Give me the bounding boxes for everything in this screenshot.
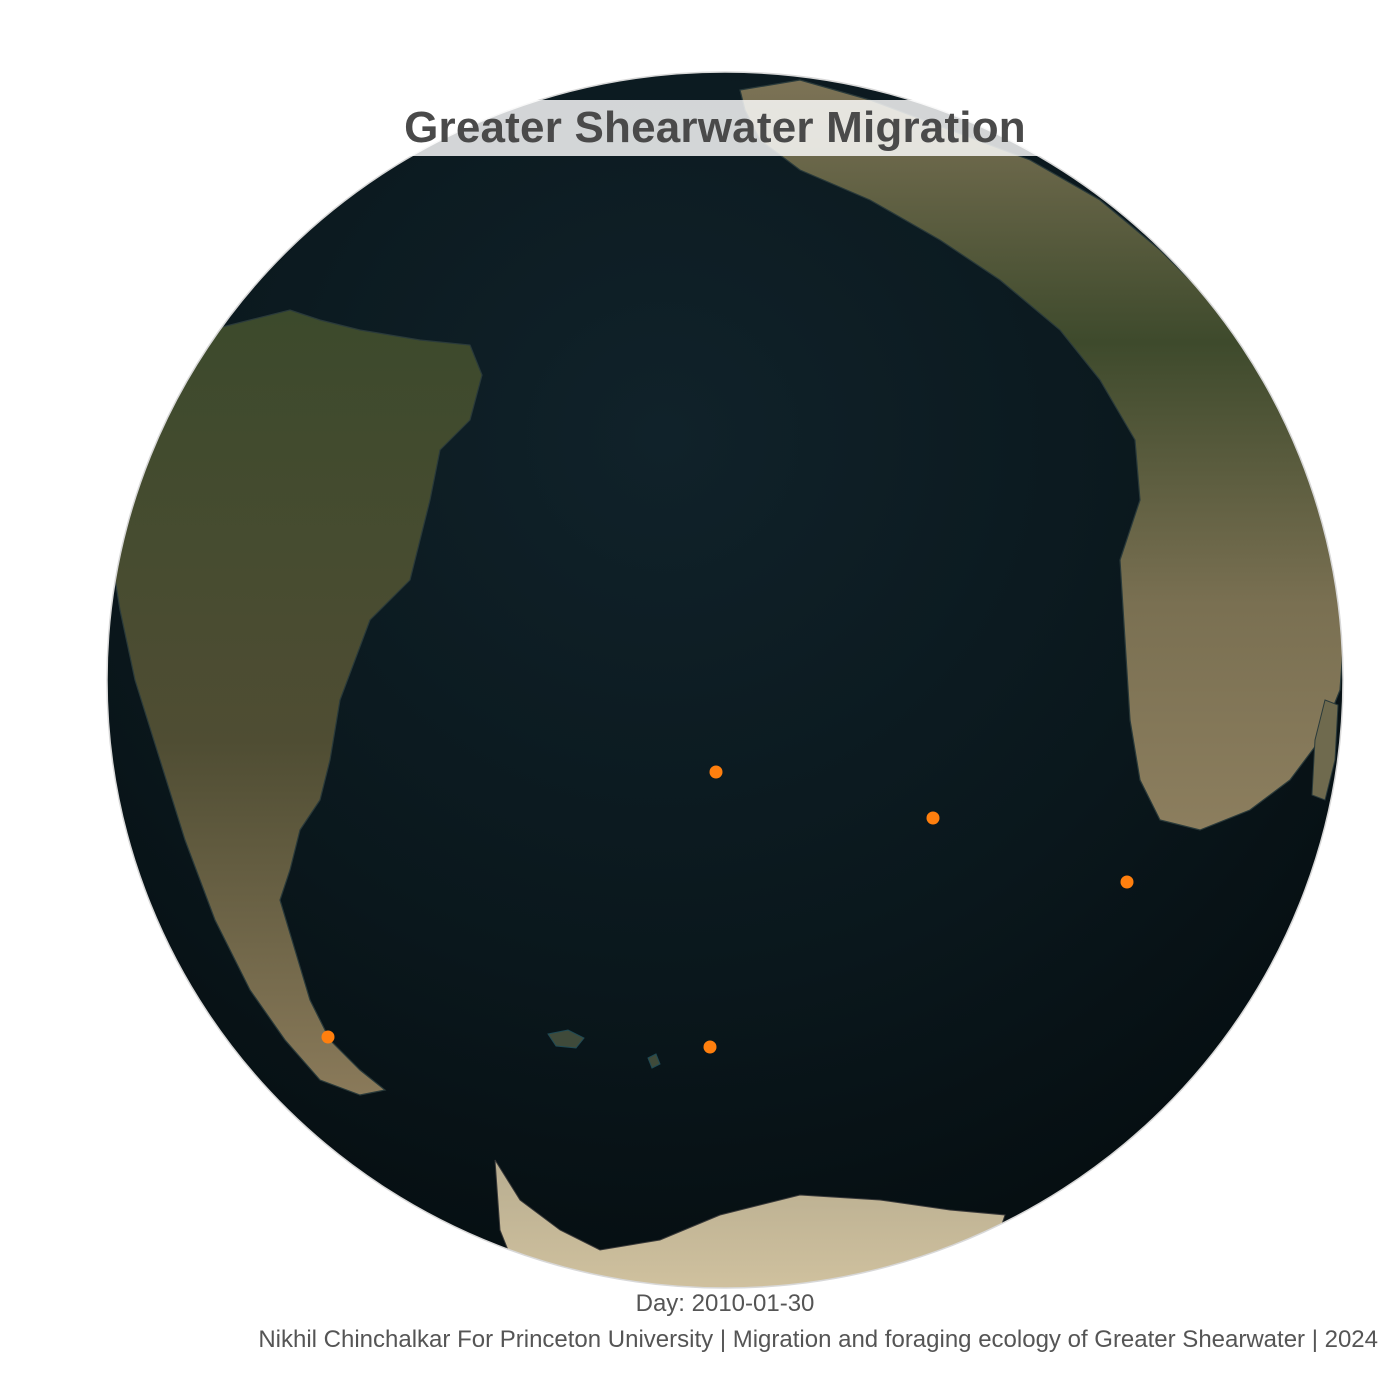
africa-landmass	[739, 79, 1343, 831]
bird-marker-3[interactable]	[1120, 875, 1134, 889]
bird-markers	[321, 765, 1134, 1054]
falkland-islands	[547, 1029, 585, 1049]
map-title: Greater Shearwater Migration	[404, 103, 1026, 152]
bird-marker-4[interactable]	[321, 1030, 335, 1044]
antarctica-landmass	[494, 1159, 1006, 1288]
bird-marker-1[interactable]	[709, 765, 723, 779]
south-america-landmass	[111, 309, 483, 1096]
madagascar-landmass	[1311, 699, 1339, 801]
south-georgia-island	[647, 1053, 661, 1069]
bird-marker-5[interactable]	[703, 1040, 717, 1054]
globe-outline	[106, 71, 1344, 1289]
title-banner: Greater Shearwater Migration	[368, 100, 1062, 156]
day-label: Day: 2010-01-30	[635, 1290, 815, 1317]
bird-marker-2[interactable]	[926, 811, 940, 825]
credit-line: Nikhil Chinchalkar For Princeton Univers…	[258, 1326, 1378, 1353]
